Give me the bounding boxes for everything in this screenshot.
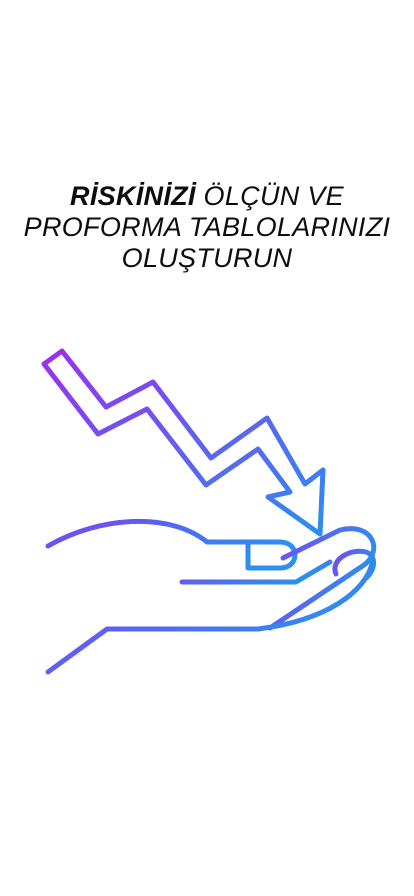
page-title: RİSKİNİZİ ÖLÇÜN VE PROFORMA TABLOLARINIZ… [0,181,414,274]
hand-base-icon [45,561,375,675]
falling-arrow-icon [41,348,326,537]
hand-thumb-icon [267,526,377,631]
hand-palm-icon [45,519,298,571]
hand-lower-finger-icon [179,559,333,585]
hand-with-falling-arrow-icon [41,348,377,675]
title-word-risk: RİSKİNİZİ [70,181,196,211]
title-line-3: OLUŞTURUN [121,243,293,273]
title-line-2: PROFORMA TABLOLARINIZI [23,212,391,242]
title-word-measure: ÖLÇÜN VE [203,181,344,211]
title-line-1: RİSKİNİZİ ÖLÇÜN VE [0,181,414,212]
